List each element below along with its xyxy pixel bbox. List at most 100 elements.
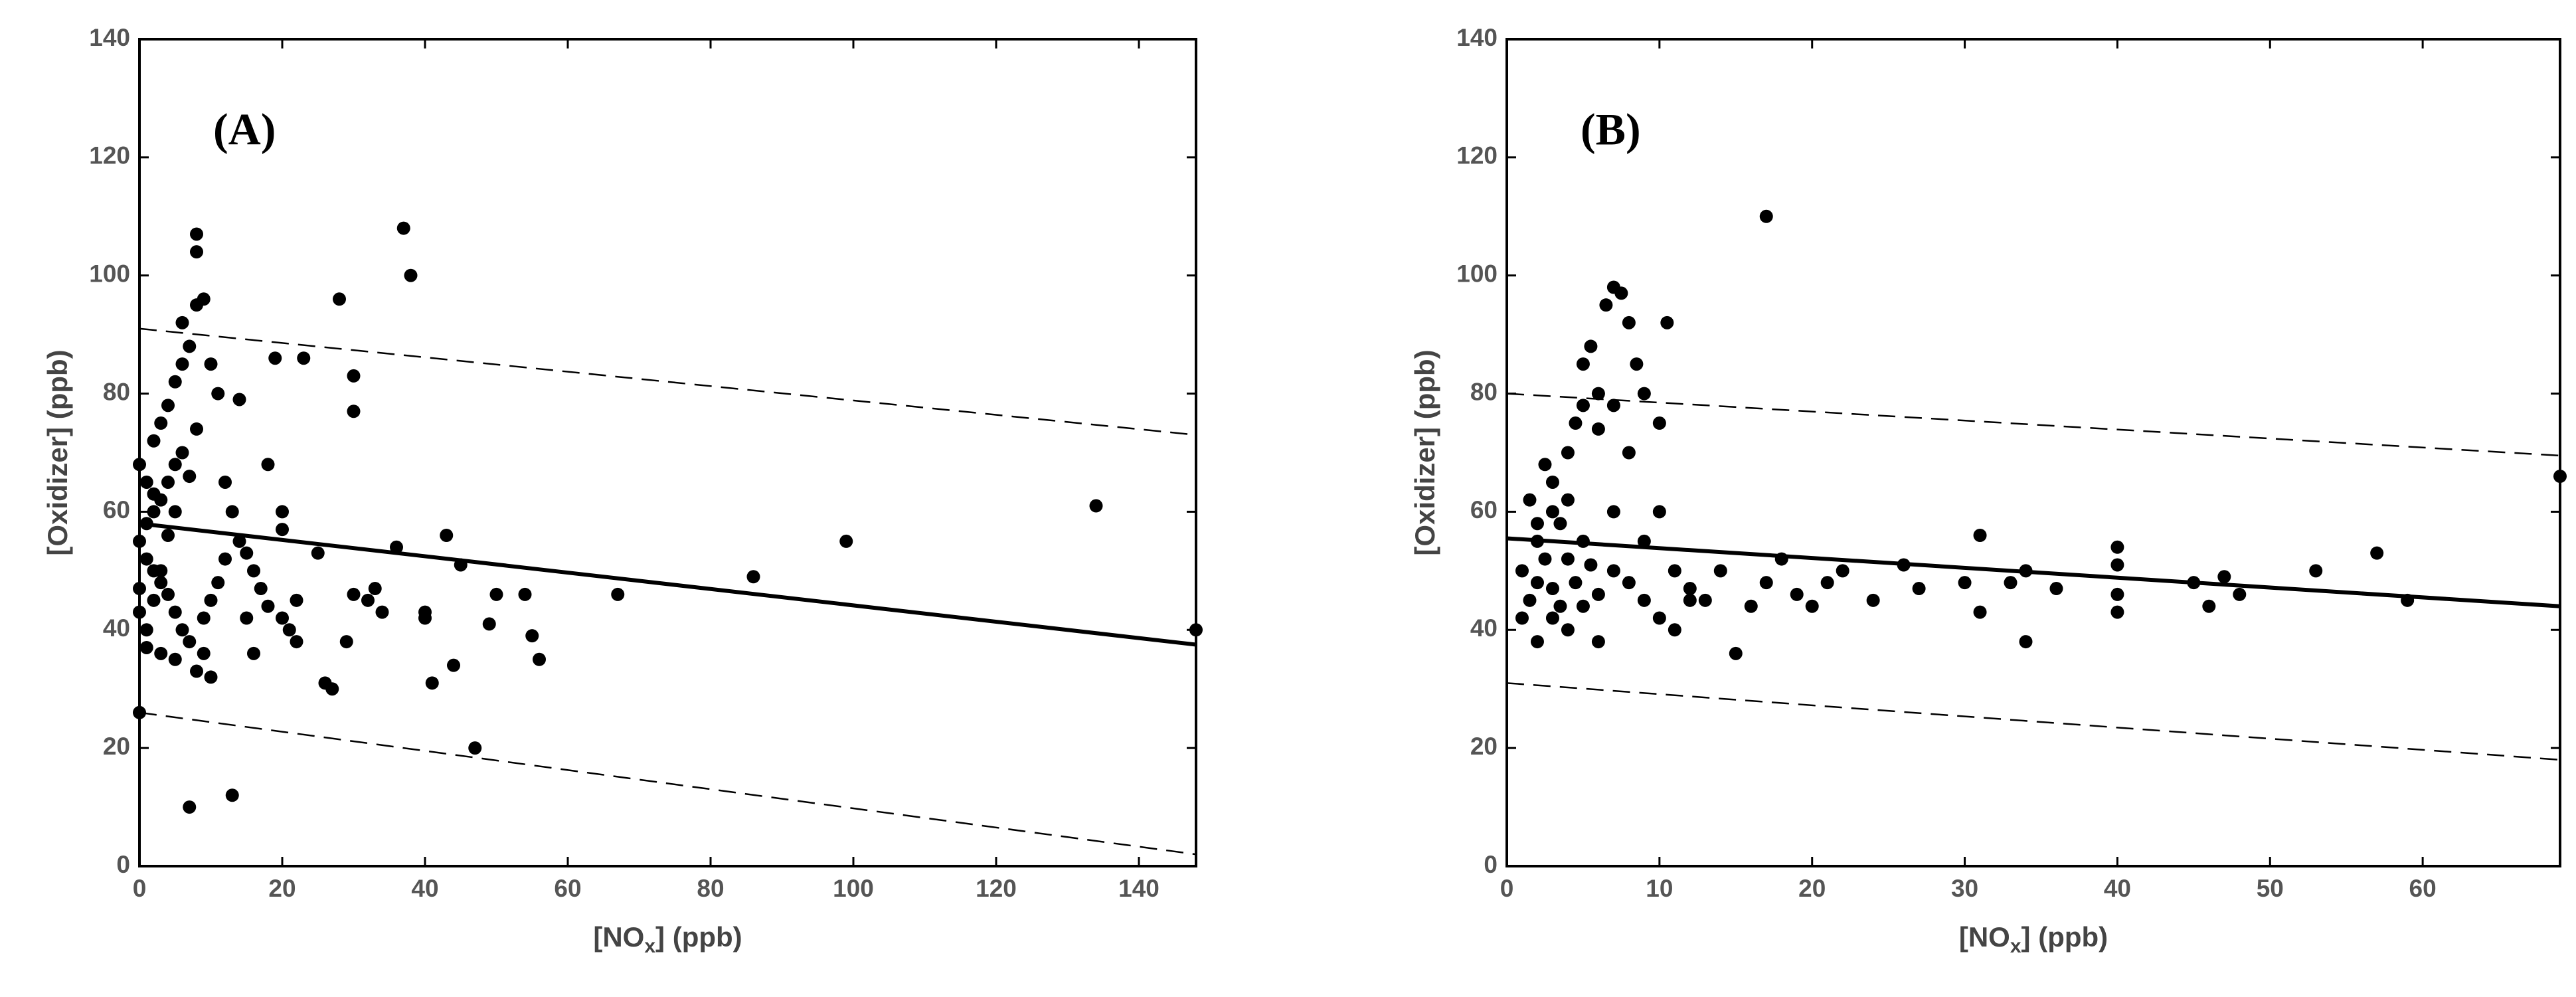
y-tick-label: 120 (1456, 142, 1498, 169)
data-point (1630, 357, 1644, 371)
data-point (218, 552, 232, 566)
x-tick-label: 80 (697, 875, 724, 902)
data-point (1523, 493, 1537, 507)
data-point (154, 416, 168, 430)
x-tick-label: 20 (268, 875, 296, 902)
data-point (276, 611, 289, 625)
y-tick-label: 40 (1470, 614, 1498, 642)
data-point (1912, 582, 1926, 596)
x-tick-label: 0 (1500, 875, 1514, 902)
y-tick-label: 40 (103, 614, 130, 642)
data-point (1599, 298, 1613, 312)
data-point (333, 292, 346, 306)
data-point (482, 617, 496, 631)
data-point (161, 587, 175, 601)
data-point (276, 523, 289, 537)
data-point (1660, 316, 1674, 329)
data-point (1538, 552, 1552, 566)
data-point (1561, 493, 1575, 507)
data-point (2049, 582, 2063, 596)
data-point (1683, 582, 1697, 596)
data-point (254, 582, 268, 596)
data-point (425, 676, 439, 690)
data-point (1553, 517, 1567, 531)
data-point (197, 292, 211, 306)
data-point (1790, 587, 1804, 601)
data-point (139, 552, 153, 566)
data-point (197, 646, 211, 660)
data-point (2110, 558, 2124, 572)
data-point (139, 623, 153, 637)
data-point (1545, 475, 1559, 489)
bound-line (139, 711, 1197, 856)
data-point (1530, 576, 1544, 590)
data-point (1668, 623, 1681, 637)
data-point (1637, 387, 1651, 401)
data-point (311, 546, 325, 560)
data-point (1698, 593, 1712, 607)
data-point (1652, 611, 1666, 625)
data-point (1591, 635, 1605, 649)
data-point (1545, 505, 1559, 519)
data-point (247, 564, 260, 578)
data-point (1591, 422, 1605, 436)
fit-line (139, 521, 1197, 647)
data-point (611, 587, 625, 601)
panel-label: (A) (213, 104, 276, 155)
data-point (1515, 564, 1529, 578)
y-tick-label: 60 (103, 496, 130, 523)
y-tick-label: 100 (89, 260, 130, 287)
data-point (183, 635, 197, 649)
x-axis-label-part: ] (ppb) (655, 921, 742, 952)
data-point (161, 399, 175, 412)
data-point (1606, 399, 1620, 412)
data-point (447, 658, 460, 672)
data-point (1569, 576, 1583, 590)
data-point (1805, 599, 1819, 613)
data-point (154, 564, 168, 578)
data-point (175, 623, 189, 637)
data-point (1622, 576, 1636, 590)
data-point (1973, 605, 1987, 619)
data-point (175, 357, 189, 371)
data-point (347, 405, 361, 418)
data-point (1561, 552, 1575, 566)
data-point (1606, 505, 1620, 519)
data-point (261, 599, 275, 613)
data-point (139, 640, 153, 654)
data-point (240, 611, 254, 625)
data-point (175, 446, 189, 460)
data-point (2217, 570, 2231, 584)
data-point (1576, 599, 1590, 613)
y-tick-label: 140 (89, 24, 130, 51)
x-axis-label-part: x (2010, 935, 2021, 957)
y-tick-label: 100 (1456, 260, 1498, 287)
data-point (525, 629, 539, 643)
data-point (168, 505, 182, 519)
data-point (211, 576, 225, 590)
data-point (154, 576, 168, 590)
data-point (147, 505, 161, 519)
x-tick-label: 10 (1646, 875, 1673, 902)
data-point (190, 664, 203, 678)
y-tick-label: 80 (103, 378, 130, 405)
data-point (1759, 209, 1773, 223)
data-point (489, 587, 503, 601)
x-axis-label-part: [NO (1959, 921, 2010, 952)
y-tick-label: 20 (103, 733, 130, 760)
data-point (2309, 564, 2323, 578)
data-point (168, 605, 182, 619)
data-point (204, 593, 218, 607)
data-point (161, 529, 175, 542)
data-point (2004, 576, 2018, 590)
x-tick-label: 60 (554, 875, 581, 902)
data-point (1973, 529, 1987, 542)
data-point (2019, 635, 2033, 649)
data-point (1538, 458, 1552, 472)
plot-frame (138, 38, 1197, 867)
data-point (839, 534, 853, 548)
data-point (1089, 499, 1103, 513)
data-point (2110, 587, 2124, 601)
